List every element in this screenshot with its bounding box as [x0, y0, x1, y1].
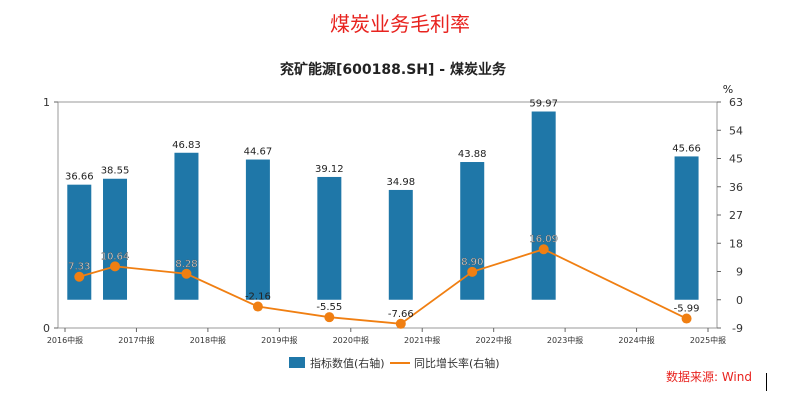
growth-value-label: 8.90 — [461, 257, 483, 268]
bar-value-label: 46.83 — [172, 140, 201, 151]
line-series: 7.33 10.64 8.28 -2.16 -5.55 -7.66 8.90 16.09 -5.… — [68, 234, 700, 329]
growth-value-label: 7.33 — [68, 262, 90, 273]
bar — [674, 156, 699, 300]
bar-value-label: 59.97 — [529, 99, 558, 110]
x-axis-tick-label: 2019中报 — [261, 335, 297, 345]
right-axis-tick-label: 63 — [729, 96, 743, 109]
right-axis: -9 0 9 18 27 36 45 54 63 — [717, 96, 743, 335]
x-axis: 2016中报 2017中报 2018中报 2019中报 2020中报 2021中报 2022… — [47, 328, 726, 345]
x-axis-tick-label: 2016中报 — [47, 335, 83, 345]
left-axis-tick-label: 1 — [43, 96, 50, 109]
left-axis: 01 — [43, 96, 58, 335]
growth-point — [252, 301, 263, 312]
growth-point — [467, 266, 478, 277]
bar-value-label: 38.55 — [101, 166, 130, 177]
right-axis-unit: % — [723, 83, 733, 96]
bar-value-label: 36.66 — [65, 172, 94, 183]
x-axis-tick-label: 2017中报 — [118, 335, 154, 345]
bar-value-label: 34.98 — [386, 177, 415, 188]
bar — [103, 178, 128, 300]
bar — [67, 184, 92, 300]
bar — [388, 189, 413, 300]
legend: 指标数值(右轴) 同比增长率(右轴) — [289, 356, 500, 370]
page-title: 煤炭业务毛利率 — [330, 12, 470, 36]
bar — [245, 159, 270, 300]
x-axis-tick-label: 2023中报 — [547, 335, 583, 345]
right-axis-tick-label: -9 — [732, 322, 743, 335]
legend-line-label: 同比增长率(右轴) — [414, 356, 500, 370]
right-axis-tick-label: 27 — [729, 209, 743, 222]
growth-value-label: -2.16 — [245, 292, 271, 303]
chart-title: 兖矿能源[600188.SH] - 煤炭业务 — [280, 61, 507, 78]
growth-point — [324, 312, 335, 323]
growth-value-label: 16.09 — [529, 234, 558, 245]
x-axis-tick-label: 2024中报 — [618, 335, 654, 345]
bar-value-label: 43.88 — [458, 149, 487, 160]
plot-frame — [57, 101, 718, 329]
growth-point — [538, 244, 549, 255]
plot-area-border — [57, 101, 718, 329]
text-cursor — [766, 373, 767, 391]
growth-point — [681, 313, 692, 324]
data-source-note: 数据来源: Wind — [665, 370, 752, 384]
growth-value-label: 10.64 — [101, 251, 130, 262]
right-axis-tick-label: 18 — [729, 237, 743, 250]
growth-point — [181, 268, 192, 279]
right-axis-tick-label: 54 — [729, 124, 743, 137]
bar-value-label: 39.12 — [315, 164, 344, 175]
bar — [460, 162, 485, 300]
bar-series: 36.66 38.55 46.83 44.67 39.12 34.98 43.88 59.97… — [65, 99, 701, 300]
growth-value-label: -7.66 — [388, 309, 414, 320]
legend-bar-swatch — [289, 357, 305, 368]
bar-value-label: 44.67 — [244, 147, 273, 158]
growth-value-label: -5.99 — [674, 304, 700, 315]
growth-value-label: 8.28 — [175, 259, 197, 270]
growth-point — [74, 271, 85, 282]
bar — [531, 111, 556, 300]
right-axis-tick-label: 9 — [736, 266, 743, 279]
growth-line — [79, 248, 687, 325]
bar-value-label: 45.66 — [672, 143, 701, 154]
bar — [317, 176, 342, 300]
left-axis-tick-label: 0 — [43, 322, 50, 335]
growth-value-label: -5.55 — [316, 302, 342, 313]
x-axis-tick-label: 2020中报 — [333, 335, 369, 345]
right-axis-tick-label: 36 — [729, 181, 743, 194]
right-axis-tick-label: 45 — [729, 153, 743, 166]
right-axis-tick-label: 0 — [736, 294, 743, 307]
x-axis-tick-label: 2021中报 — [404, 335, 440, 345]
x-axis-tick-label: 2022中报 — [475, 335, 511, 345]
growth-point — [395, 318, 406, 329]
legend-bar-label: 指标数值(右轴) — [310, 356, 385, 370]
x-axis-tick-label: 2025中报 — [690, 335, 726, 345]
x-axis-tick-label: 2018中报 — [190, 335, 226, 345]
growth-point — [110, 261, 121, 272]
